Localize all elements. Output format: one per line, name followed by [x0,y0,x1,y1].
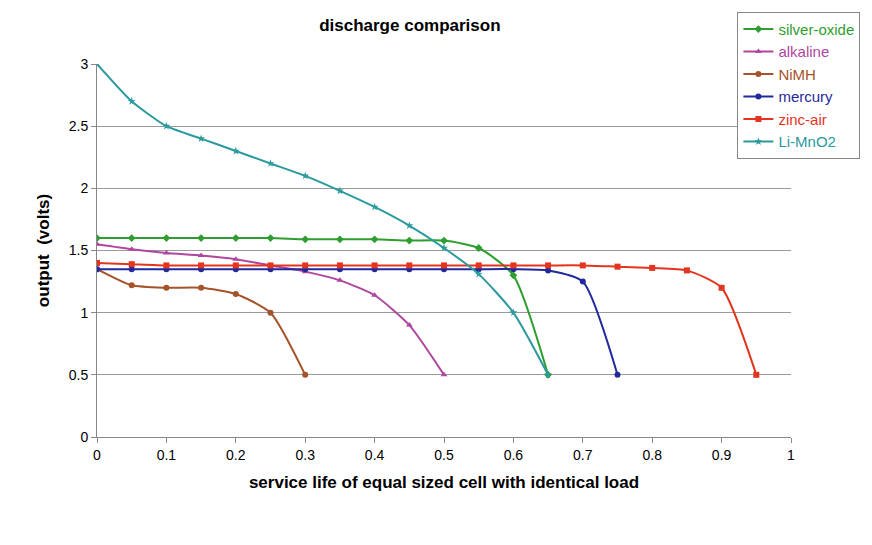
svg-text:0.7: 0.7 [573,447,593,463]
svg-text:2: 2 [80,180,88,196]
svg-text:0.5: 0.5 [69,367,89,383]
svg-text:alkaline: alkaline [778,43,829,60]
svg-text:mercury: mercury [778,88,833,105]
svg-text:NiMH: NiMH [778,66,816,83]
svg-text:0.1: 0.1 [157,447,177,463]
svg-text:1: 1 [787,447,795,463]
svg-text:2.5: 2.5 [69,118,89,134]
svg-text:discharge comparison: discharge comparison [319,16,500,35]
svg-text:0.5: 0.5 [434,447,454,463]
svg-text:1: 1 [80,305,88,321]
svg-text:Li-MnO2: Li-MnO2 [778,133,836,150]
svg-text:0.8: 0.8 [642,447,662,463]
svg-text:0: 0 [80,429,88,445]
svg-text:zinc-air: zinc-air [778,111,826,128]
svg-text:service life of equal sized ce: service life of equal sized cell with id… [249,473,639,492]
svg-text:silver-oxide: silver-oxide [778,21,854,38]
svg-text:0.4: 0.4 [365,447,385,463]
svg-text:output (volts): output (volts) [34,194,53,307]
svg-text:0.3: 0.3 [295,447,315,463]
svg-text:3: 3 [80,56,88,72]
svg-text:0.6: 0.6 [504,447,524,463]
svg-text:1.5: 1.5 [69,242,89,258]
svg-text:0.9: 0.9 [712,447,732,463]
svg-text:0: 0 [93,447,101,463]
svg-text:0.2: 0.2 [226,447,246,463]
